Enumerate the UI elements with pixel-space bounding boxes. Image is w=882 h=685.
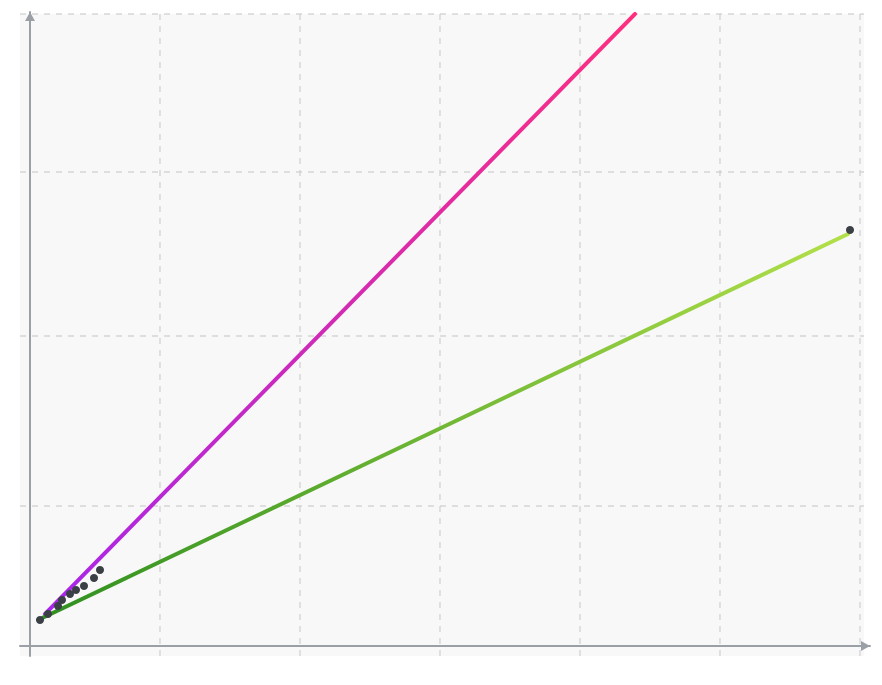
plot-background [20,14,864,656]
chart-svg [0,0,882,685]
data-point [58,596,66,604]
data-point [44,610,52,618]
data-point [72,586,80,594]
data-point [36,616,44,624]
data-point [96,566,104,574]
data-point [80,582,88,590]
data-point [90,574,98,582]
chart-container [0,0,882,685]
data-point [846,226,854,234]
